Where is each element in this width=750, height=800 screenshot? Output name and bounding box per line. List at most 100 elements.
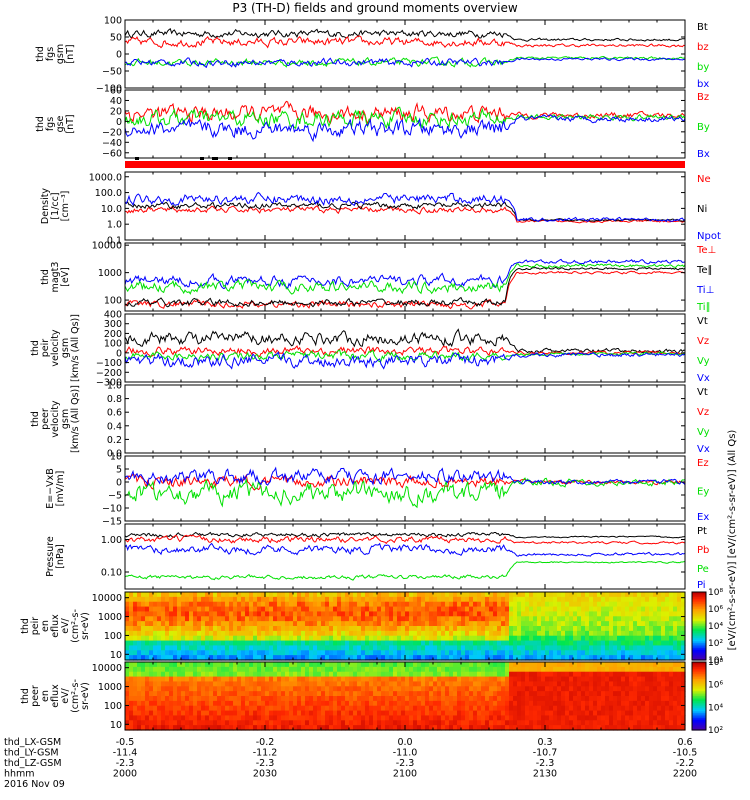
y-tick-label: 0.1 [107, 236, 122, 247]
heatmap-cell [481, 662, 486, 668]
heatmap-cell [157, 596, 162, 603]
heatmap-cell [393, 596, 398, 603]
heatmap-cell [225, 715, 230, 721]
heatmap-cell [161, 650, 166, 656]
heatmap-cell [337, 626, 342, 632]
heatmap-cell [489, 681, 494, 687]
heatmap-cell [177, 710, 182, 717]
heatmap-cell [341, 621, 346, 627]
heatmap-cell [509, 700, 514, 707]
heatmap-cell [273, 715, 278, 721]
heatmap-cell [221, 650, 226, 656]
heatmap-cell [509, 666, 514, 673]
heatmap-cell [561, 601, 566, 608]
heatmap-cell [129, 616, 134, 622]
heatmap-cell [653, 601, 658, 608]
heatmap-cell [649, 715, 654, 721]
heatmap-cell [665, 592, 670, 598]
heatmap-cell [657, 666, 662, 673]
heatmap-cell [273, 710, 278, 717]
heatmap-cell [265, 655, 270, 661]
heatmap-cell [185, 676, 190, 683]
heatmap-cell [301, 626, 306, 632]
heatmap-cell [481, 681, 486, 687]
heatmap-cell [589, 635, 594, 642]
heatmap-cell [489, 655, 494, 661]
heatmap-cell [297, 606, 302, 613]
heatmap-cell [573, 616, 578, 622]
heatmap-cell [577, 616, 582, 622]
heatmap-cell [581, 621, 586, 627]
heatmap-cell [417, 626, 422, 632]
heatmap-cell [661, 681, 666, 687]
heatmap-cell [241, 626, 246, 632]
heatmap-cell [625, 616, 630, 622]
heatmap-cell [681, 650, 686, 656]
heatmap-cell [453, 601, 458, 608]
heatmap-cell [125, 696, 130, 702]
heatmap-cell [457, 626, 462, 632]
heatmap-cell [389, 621, 394, 627]
heatmap-cell [357, 671, 362, 678]
heatmap-cell [601, 671, 606, 678]
heatmap-cell [605, 596, 610, 603]
heatmap-cell [573, 650, 578, 656]
heatmap-cell [525, 725, 530, 731]
heatmap-cell [493, 635, 498, 642]
heatmap-cell [213, 592, 218, 598]
heatmap-cell [169, 676, 174, 683]
heatmap-cell [397, 710, 402, 717]
heatmap-cell [297, 676, 302, 683]
heatmap-cell [457, 710, 462, 717]
heatmap-cell [613, 621, 618, 627]
heatmap-cell [481, 715, 486, 721]
heatmap-cell [165, 676, 170, 683]
heatmap-cell [649, 710, 654, 717]
heatmap-cell [185, 635, 190, 642]
heatmap-cell [409, 700, 414, 707]
heatmap-cell [505, 592, 510, 598]
heatmap-cell [597, 596, 602, 603]
heatmap-cell [293, 686, 298, 692]
heatmap-cell [285, 611, 290, 617]
heatmap-cell [185, 671, 190, 678]
heatmap-cell [465, 715, 470, 721]
y-tick-label: −10 [102, 504, 122, 515]
heatmap-cell [637, 601, 642, 608]
heatmap-cell [325, 596, 330, 603]
heatmap-cell [389, 606, 394, 613]
heatmap-cell [605, 700, 610, 707]
heatmap-cell [453, 655, 458, 661]
heatmap-cell [173, 621, 178, 627]
heatmap-cell [521, 650, 526, 656]
heatmap-cell [217, 666, 222, 673]
heatmap-cell [581, 710, 586, 717]
heatmap-cell [349, 676, 354, 683]
heatmap-cell [645, 681, 650, 687]
heatmap-cell [313, 681, 318, 687]
heatmap-cell [437, 691, 442, 697]
heatmap-cell [489, 691, 494, 697]
heatmap-cell [269, 635, 274, 642]
series-line-ey [125, 477, 685, 509]
heatmap-cell [525, 606, 530, 613]
heatmap-cell [357, 645, 362, 651]
heatmap-cell [449, 592, 454, 598]
heatmap-cell [585, 671, 590, 678]
heatmap-cell [349, 720, 354, 726]
heatmap-cell [517, 715, 522, 721]
heatmap-cell [141, 635, 146, 642]
heatmap-cell [629, 715, 634, 721]
heatmap-cell [301, 671, 306, 678]
heatmap-cell [377, 676, 382, 683]
heatmap-cell [241, 691, 246, 697]
heatmap-cell [533, 725, 538, 731]
heatmap-cell [557, 691, 562, 697]
heatmap-cell [245, 655, 250, 661]
heatmap-cell [125, 686, 130, 692]
heatmap-cell [537, 662, 542, 668]
heatmap-cell [553, 676, 558, 683]
heatmap-cell [525, 696, 530, 702]
heatmap-cell [669, 671, 674, 678]
heatmap-cell [217, 681, 222, 687]
